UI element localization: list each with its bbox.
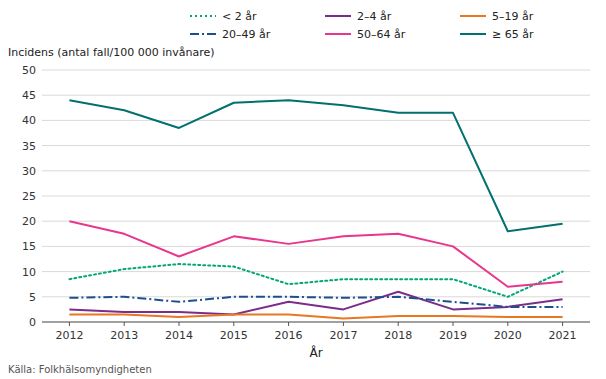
x-tick [343,322,344,326]
series-line [69,100,562,231]
y-tick-label: 35 [22,140,36,153]
legend-swatch [190,33,216,35]
legend-swatch [190,15,216,17]
legend-swatch [325,33,351,35]
series-line [69,292,562,315]
x-tick-label: 2014 [165,329,193,342]
x-tick [124,322,125,326]
series-line [69,264,562,297]
legend-label: < 2 år [222,10,257,23]
source-note: Källa: Folkhälsomyndigheten [8,364,152,375]
grid-line [42,196,590,197]
legend-label: 20–49 år [222,28,271,41]
x-axis: 2012 2013 2014 2015 2016 2017 2018 2019 2020 2021 [42,322,590,342]
legend-label: 50–64 år [357,28,406,41]
x-tick [179,322,180,326]
legend-swatch [460,33,486,35]
x-tick-label: 2012 [55,329,83,342]
y-tick-label: 0 [29,316,36,329]
y-tick-label: 45 [22,89,36,102]
chart: 0 5 10 15 20 25 30 35 40 45 50 2012 2013 2014 2015 2016… [0,0,606,379]
y-tick-label: 10 [22,266,36,279]
grid-line [42,70,590,71]
grid-line [42,145,590,146]
x-tick-label: 2016 [275,329,303,342]
legend-label: ≥ 65 år [492,28,534,41]
y-axis-label: Incidens (antal fall/100 000 invånare) [8,46,215,59]
x-tick [233,322,234,326]
y-tick-label: 20 [22,215,36,228]
grid-line [42,95,590,96]
x-tick [69,322,70,326]
y-tick-label: 30 [22,165,36,178]
x-tick-label: 2017 [329,329,357,342]
y-tick-label: 50 [22,64,36,77]
x-tick [288,322,289,326]
plot-area [69,100,562,318]
grid-line [42,221,590,222]
x-tick-label: 2015 [220,329,248,342]
y-tick-label: 40 [22,114,36,127]
series-line [69,314,562,318]
y-tick-label: 25 [22,190,36,203]
legend-label: 5–19 år [492,10,534,23]
legend-swatch [325,15,351,17]
x-tick-label: 2021 [549,329,577,342]
grid-line [42,170,590,171]
x-tick [398,322,399,326]
x-axis-label: År [309,345,322,360]
x-tick-label: 2013 [110,329,138,342]
series-line [69,297,562,307]
legend-label: 2–4 år [357,10,392,23]
x-tick [507,322,508,326]
x-tick-label: 2020 [494,329,522,342]
x-tick-label: 2019 [439,329,467,342]
grid-line [42,271,590,272]
x-tick [453,322,454,326]
x-tick [562,322,563,326]
series-line [69,221,562,287]
grid-line [42,120,590,121]
y-tick-label: 15 [22,240,36,253]
y-tick-label: 5 [29,291,36,304]
y-axis: 0 5 10 15 20 25 30 35 40 45 50 [22,64,590,329]
legend-swatch [460,15,486,17]
grid-line [42,246,590,247]
x-tick-label: 2018 [384,329,412,342]
legend: < 2 år 2–4 år 5–19 år 20–49 år 50–64 år ≥ 65 … [190,10,534,41]
